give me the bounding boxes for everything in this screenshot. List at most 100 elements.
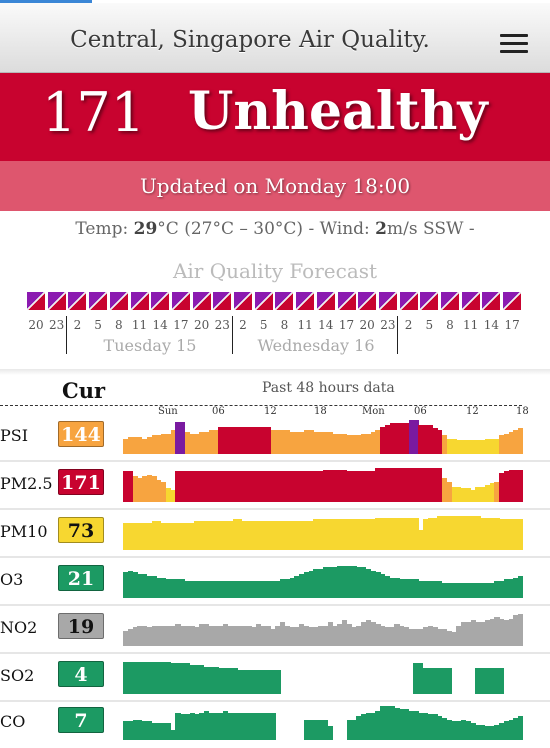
history-bar: [270, 521, 276, 550]
history-bar: [299, 574, 305, 598]
history-bar: [484, 439, 491, 454]
history-bar: [284, 626, 291, 646]
history-bar: [251, 581, 257, 598]
history-bar: [265, 521, 271, 550]
history-bar: [223, 668, 229, 694]
history-bar: [165, 523, 171, 550]
history-bar: [261, 713, 267, 740]
history-bar: [280, 521, 286, 550]
history-bar: [227, 668, 233, 694]
history-bar: [323, 432, 329, 454]
history-bar: [380, 468, 386, 502]
history-bar: [170, 730, 176, 740]
history-bar: [456, 487, 462, 502]
forecast-hour-label: 5: [94, 318, 102, 332]
history-bar: [161, 662, 167, 694]
history-bar: [246, 521, 252, 550]
history-bar: [270, 581, 276, 598]
section-divider: [0, 369, 550, 375]
history-bar: [261, 521, 267, 550]
history-bar: [356, 716, 362, 740]
history-bar: [237, 626, 243, 646]
forecast-block: [89, 292, 108, 310]
history-bar: [427, 468, 433, 502]
history-bar: [513, 470, 519, 502]
history-bar: [256, 713, 262, 740]
history-bar: [151, 521, 157, 550]
history-bar: [237, 427, 243, 454]
history-bar: [127, 523, 133, 550]
history-bar: [361, 567, 367, 598]
history-bar: [356, 519, 362, 550]
history-bar: [499, 668, 505, 694]
history-bar: [403, 518, 410, 550]
history-bar: [142, 523, 148, 550]
history-bar: [399, 518, 405, 550]
history-bar: [123, 662, 129, 694]
history-bar: [151, 626, 157, 646]
history-bar: [294, 521, 300, 550]
history-bar: [403, 423, 410, 454]
history-bar: [327, 519, 333, 550]
history-bar: [199, 521, 205, 550]
history-bar: [413, 579, 419, 598]
history-bar: [394, 624, 400, 646]
forecast-hour-label: 14: [318, 318, 334, 332]
history-bar: [132, 476, 138, 502]
history-bar: [484, 583, 491, 598]
history-bar: [142, 439, 148, 454]
history-bar: [408, 629, 414, 646]
history-bar: [375, 518, 381, 550]
history-bar: [146, 576, 152, 598]
forecast-hour-label: 2: [73, 318, 82, 332]
history-bar: [327, 726, 333, 740]
history-bar: [432, 714, 438, 740]
forecast-hour-label: 17: [173, 318, 189, 332]
history-bar: [432, 468, 438, 502]
forecast-hour-label: 23: [380, 318, 396, 332]
history-bar: [494, 581, 500, 598]
history-bar: [165, 723, 171, 740]
history-bar: [308, 571, 314, 598]
history-bar: [280, 430, 286, 454]
history-bar: [427, 714, 433, 740]
history-bar: [270, 670, 276, 694]
history-bar: [342, 519, 348, 550]
history-bar: [223, 624, 229, 646]
history-bar: [213, 521, 219, 550]
history-bar: [499, 581, 505, 598]
history-bar: [308, 471, 314, 502]
history-bar: [308, 627, 314, 646]
history-bar: [332, 519, 338, 550]
history-bar: [294, 432, 300, 454]
history-bar: [375, 430, 381, 454]
history-bar: [318, 432, 324, 454]
history-bar: [480, 583, 486, 598]
history-bar: [194, 714, 200, 740]
history-bar: [365, 713, 371, 740]
history-bar: [275, 521, 281, 550]
hamburger-menu-icon[interactable]: [500, 34, 528, 54]
history-bar: [165, 579, 171, 598]
row-separator: [0, 652, 550, 654]
history-bar: [461, 720, 467, 740]
history-bar: [418, 713, 424, 740]
history-bar: [484, 726, 491, 740]
history-bar: [384, 425, 391, 454]
history-bar: [123, 572, 129, 598]
history-bar: [389, 627, 395, 646]
history-bar: [423, 627, 429, 646]
history-bar: [442, 516, 448, 550]
history-bar: [461, 488, 467, 502]
history-bar: [284, 471, 291, 502]
history-bar: [451, 487, 457, 502]
aqi-status-label: Unhealthy: [188, 81, 488, 142]
history-bar: [451, 721, 457, 740]
history-bar: [218, 471, 224, 502]
history-bar: [265, 471, 271, 502]
history-bar: [456, 583, 462, 598]
current-column-label: Cur: [62, 378, 106, 403]
history-bar: [246, 713, 252, 740]
history-bar: [408, 420, 414, 454]
history-bar: [351, 566, 357, 598]
